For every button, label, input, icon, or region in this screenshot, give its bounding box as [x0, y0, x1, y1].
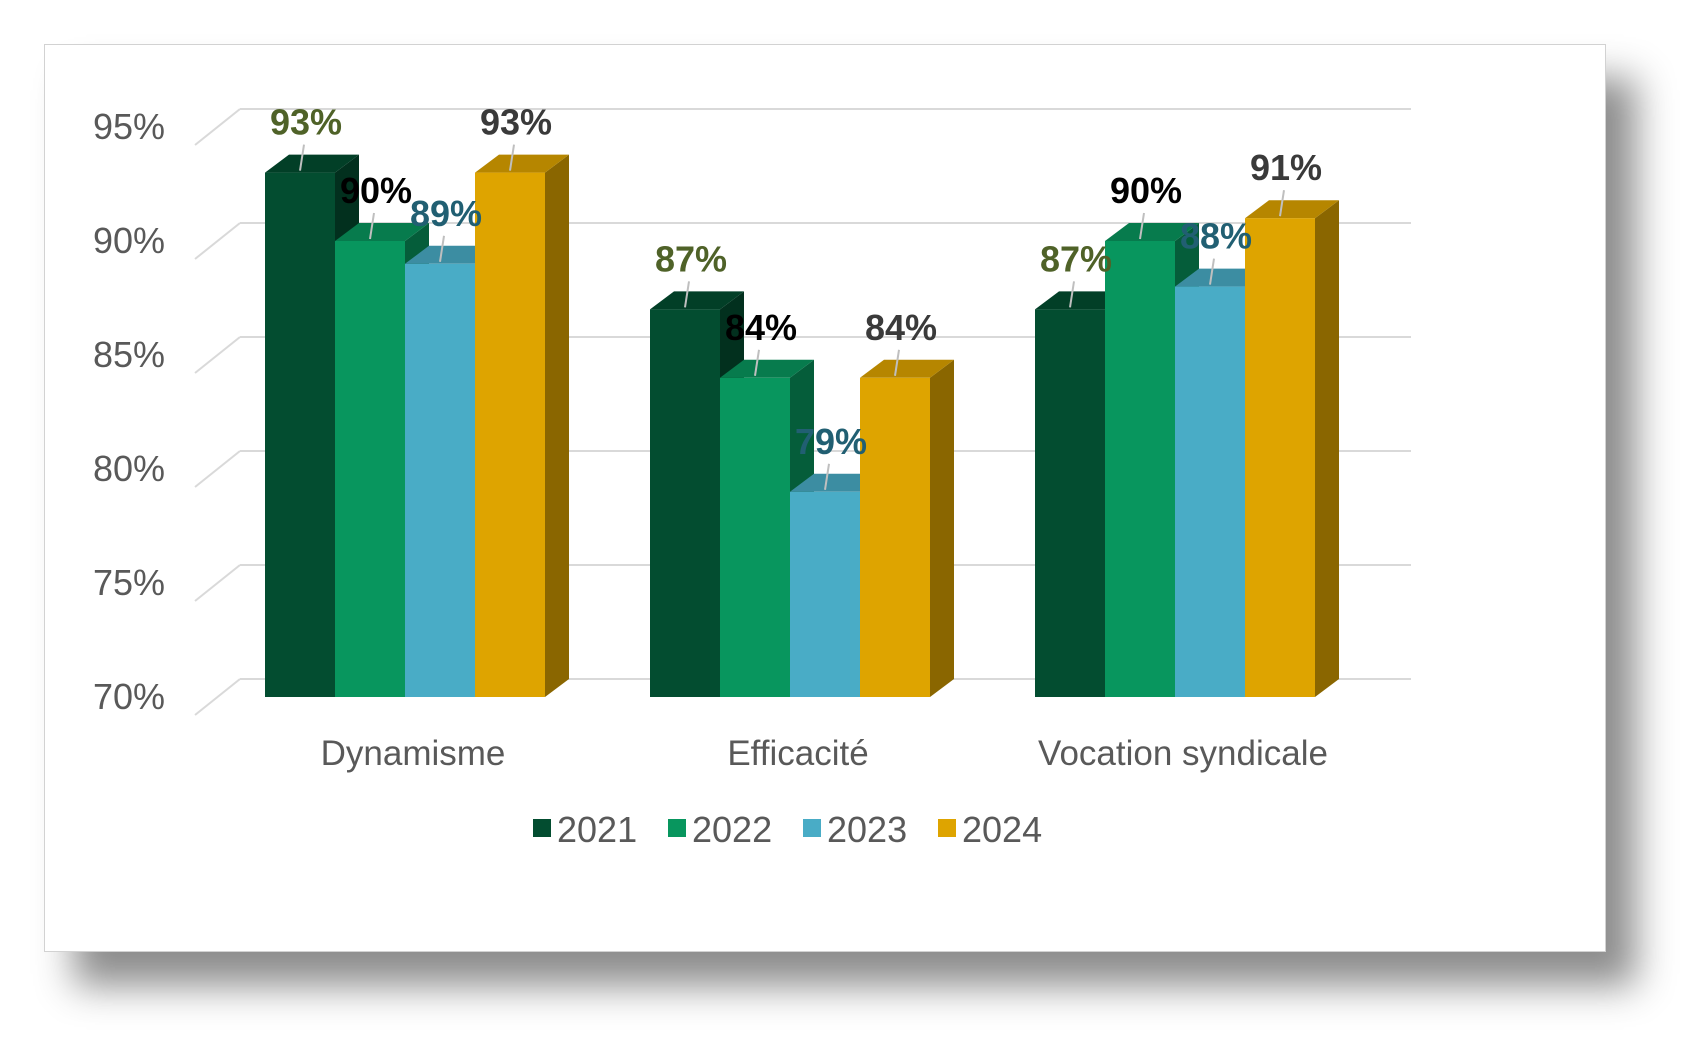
bar	[790, 491, 860, 697]
bar-side	[1315, 200, 1339, 697]
y-tick-label: 95%	[93, 106, 165, 147]
data-label: 79%	[795, 421, 867, 462]
bar	[405, 263, 475, 697]
label-leader	[1139, 212, 1145, 240]
bar-top	[265, 154, 359, 173]
legend: 2021 2022 2023 2024	[533, 809, 1042, 850]
data-label: 84%	[725, 307, 797, 348]
data-label: 90%	[1110, 170, 1182, 211]
bar	[1245, 218, 1315, 697]
label-leader	[1069, 281, 1075, 308]
bar	[265, 172, 335, 698]
data-label: 93%	[270, 102, 342, 143]
y-tick-label: 75%	[93, 562, 165, 603]
category-label: Dynamisme	[321, 734, 506, 773]
bar-top	[475, 154, 569, 173]
data-labels: 93%90%89%93%87%84%79%84%87%90%88%91%	[270, 102, 1322, 490]
category-label: Vocation syndicale	[1038, 734, 1328, 773]
label-leader	[439, 235, 445, 262]
label-leader	[1209, 258, 1215, 285]
bar	[1105, 241, 1175, 697]
bar-chart: 70%75%80%85%90%95% 93%90%89%93%87%84%79%…	[93, 102, 1411, 850]
bar-top	[1105, 223, 1199, 241]
y-axis-ticks: 70% 75% 80% 85% 90% 95%	[93, 106, 165, 717]
gridline-diagonal	[194, 678, 241, 716]
legend-label: 2021	[557, 809, 637, 850]
bar-top	[720, 359, 814, 378]
label-leader	[369, 212, 375, 240]
bars	[265, 154, 1339, 698]
category-label: Efficacité	[727, 734, 868, 773]
gridline-diagonal	[194, 108, 241, 146]
data-label: 90%	[340, 170, 412, 211]
data-label: 87%	[1040, 238, 1112, 279]
data-label: 89%	[410, 193, 482, 234]
bar	[1035, 309, 1105, 697]
legend-item: 2022	[668, 809, 772, 850]
bar	[860, 377, 930, 697]
bar	[475, 172, 545, 698]
label-leader	[299, 144, 305, 171]
bar-top	[335, 223, 429, 241]
legend-item: 2021	[533, 809, 637, 850]
legend-swatch	[938, 819, 956, 837]
data-label: 87%	[655, 238, 727, 279]
legend-item: 2023	[803, 809, 907, 850]
label-leader	[684, 281, 690, 308]
bar	[335, 241, 405, 697]
x-axis-categories: Dynamisme Efficacité Vocation syndicale	[321, 734, 1328, 773]
bar-side	[545, 154, 569, 698]
legend-item: 2024	[938, 809, 1042, 850]
legend-label: 2023	[827, 809, 907, 850]
legend-swatch	[668, 819, 686, 837]
label-leader	[894, 349, 900, 376]
data-label: 91%	[1250, 147, 1322, 188]
gridline-diagonal	[194, 564, 241, 602]
y-tick-label: 70%	[93, 676, 165, 717]
label-leader	[1279, 190, 1285, 217]
chart-card: 70% 75% 80% 85% 90% 95% 93% 90% 89% 93% 87% 84% 79%…	[44, 44, 1606, 952]
y-tick-label: 85%	[93, 334, 165, 375]
bar	[650, 309, 720, 697]
label-leader	[509, 144, 515, 171]
bar-top	[650, 291, 744, 310]
legend-label: 2024	[962, 809, 1042, 850]
bar	[720, 377, 790, 697]
legend-swatch	[803, 819, 821, 837]
data-label: 88%	[1180, 216, 1252, 257]
bar-side	[930, 359, 954, 697]
bar-top	[1245, 200, 1339, 219]
bar	[1175, 286, 1245, 697]
legend-label: 2022	[692, 809, 772, 850]
gridline-diagonal	[194, 222, 241, 260]
data-label: 93%	[480, 102, 552, 143]
label-leader	[754, 349, 760, 376]
gridline-diagonal	[194, 450, 241, 488]
gridline-diagonal	[194, 336, 241, 374]
bar-top	[860, 359, 954, 378]
legend-swatch	[533, 819, 551, 837]
y-tick-label: 90%	[93, 220, 165, 261]
data-label: 84%	[865, 307, 937, 348]
y-tick-label: 80%	[93, 448, 165, 489]
label-leader	[824, 463, 830, 490]
